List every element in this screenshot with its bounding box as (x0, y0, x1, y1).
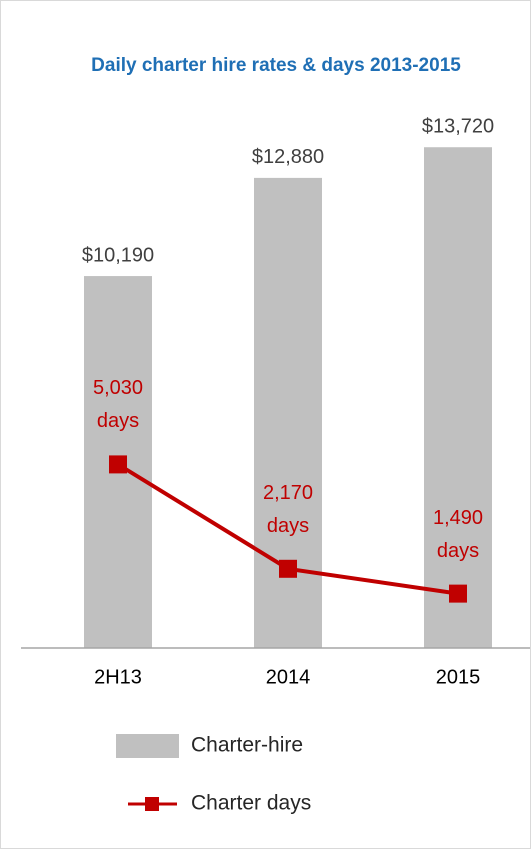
line-label: 2,170 days (262, 481, 314, 537)
legend-swatch (116, 734, 179, 758)
bar-label: $13,720 (422, 116, 494, 138)
bar-label: $10,190 (82, 244, 154, 266)
line-marker (109, 455, 127, 474)
line-label: 5,030 days (92, 377, 144, 433)
x-tick-label: 2H13 (94, 666, 142, 688)
line-marker (279, 559, 297, 578)
bar-label: $12,880 (252, 146, 324, 168)
x-tick-label: 2015 (436, 666, 481, 688)
legend-marker (145, 797, 159, 811)
chart-title: Daily charter hire rates & days 2013-201… (91, 55, 461, 76)
bar (424, 147, 492, 648)
legend-label: Charter days (191, 792, 311, 815)
x-tick-label: 2014 (266, 666, 311, 688)
line-label: 1,490 days (432, 506, 484, 562)
legend-label: Charter-hire (191, 734, 303, 757)
line-marker (449, 584, 467, 603)
